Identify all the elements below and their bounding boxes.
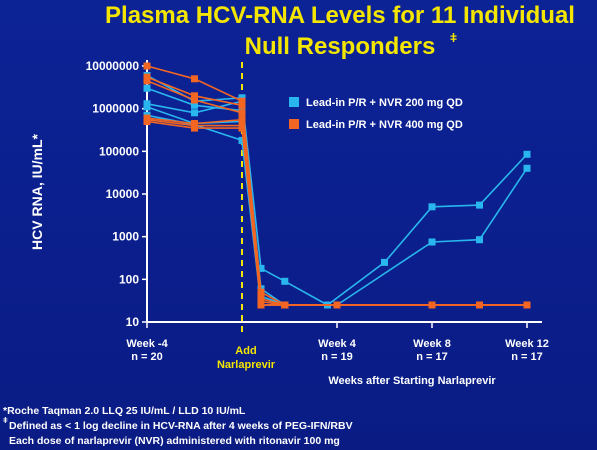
series-400-11 [143, 118, 531, 309]
data-point [257, 264, 265, 272]
add-label-1: Add [235, 345, 256, 357]
series-400-10 [143, 116, 531, 309]
data-point [523, 150, 531, 158]
data-point [281, 277, 289, 285]
data-point [333, 301, 341, 309]
data-point [428, 203, 436, 211]
data-point [281, 301, 289, 309]
series-line [146, 117, 527, 306]
title-line-2: Null Responders [245, 33, 436, 60]
x-axis-label: Weeks after Starting Narlaprevir [328, 375, 496, 387]
data-point [143, 62, 151, 70]
y-axis-label: HCV RNA, IU/mL* [29, 134, 45, 250]
data-point [238, 116, 246, 124]
x-tick-label: Week 12 [505, 338, 549, 350]
series-line [146, 114, 527, 306]
x-tick-n: n = 17 [416, 351, 448, 363]
data-point [523, 301, 531, 309]
data-point [143, 103, 151, 111]
y-tick-label: 100 [119, 272, 139, 286]
y-tick-label: 1000 [112, 230, 139, 244]
data-point [191, 109, 198, 117]
x-tick-label: Week -4 [126, 338, 168, 350]
legend-marker-200 [289, 97, 299, 107]
y-tick-label: 1000000 [92, 102, 139, 116]
title-superscript: ǂ [450, 31, 457, 45]
series-line [146, 120, 527, 306]
data-point [191, 124, 198, 132]
data-point [238, 97, 246, 105]
y-ticks: 10 100 1000 10000 100000 1000000 10000000 [86, 59, 147, 329]
data-point [143, 84, 151, 92]
x-tick-label: Week 4 [318, 338, 357, 350]
y-tick-label: 10000 [106, 187, 140, 201]
data-point [238, 136, 246, 144]
footnote-2: Defined as < 1 log decline in HCV-RNA af… [9, 420, 353, 432]
data-point [191, 96, 198, 104]
series-200-5 [143, 111, 531, 309]
data-point [143, 77, 151, 85]
footnote-2-superscript: ǂ [3, 416, 8, 425]
data-point [381, 258, 388, 266]
data-point [428, 301, 436, 309]
data-point [191, 101, 198, 109]
data-point [143, 73, 151, 81]
x-tick-n: n = 17 [511, 351, 543, 363]
legend-label-200: Lead-in P/R + NVR 200 mg QD [306, 97, 463, 109]
series-400-9 [143, 114, 531, 309]
series-line [146, 118, 527, 306]
data-point [238, 124, 246, 132]
data-point [191, 75, 198, 83]
data-point [143, 118, 151, 125]
data-point [238, 109, 246, 117]
data-point [191, 92, 198, 100]
legend: Lead-in P/R + NVR 200 mg QD Lead-in P/R … [289, 97, 463, 131]
series-line [146, 100, 527, 306]
series-400-8 [143, 77, 531, 309]
x-tick-label: Week 8 [413, 338, 451, 350]
data-point [238, 101, 246, 109]
y-tick-label: 10 [126, 315, 140, 329]
add-label-2: Narlaprevir [217, 359, 276, 371]
x-tick-n: n = 19 [321, 351, 353, 363]
footnote-3: Each dose of narlaprevir (NVR) administe… [9, 435, 340, 447]
series-line [146, 80, 527, 306]
x-tick-n: n = 20 [131, 351, 163, 363]
y-tick-label: 100000 [99, 144, 139, 158]
title-line-1: Plasma HCV-RNA Levels for 11 Individual [105, 2, 575, 29]
data-point [428, 238, 436, 246]
legend-label-400: Lead-in P/R + NVR 400 mg QD [306, 119, 463, 131]
series-layer [143, 62, 531, 309]
data-point [523, 164, 531, 172]
footnote-1: *Roche Taqman 2.0 LLQ 25 IU/mL / LLD 10 … [3, 405, 246, 417]
y-tick-label: 10000000 [86, 59, 140, 73]
series-line [146, 74, 528, 306]
data-point [476, 236, 483, 244]
data-point [257, 301, 265, 309]
data-point [476, 201, 483, 209]
legend-marker-400 [289, 119, 299, 129]
